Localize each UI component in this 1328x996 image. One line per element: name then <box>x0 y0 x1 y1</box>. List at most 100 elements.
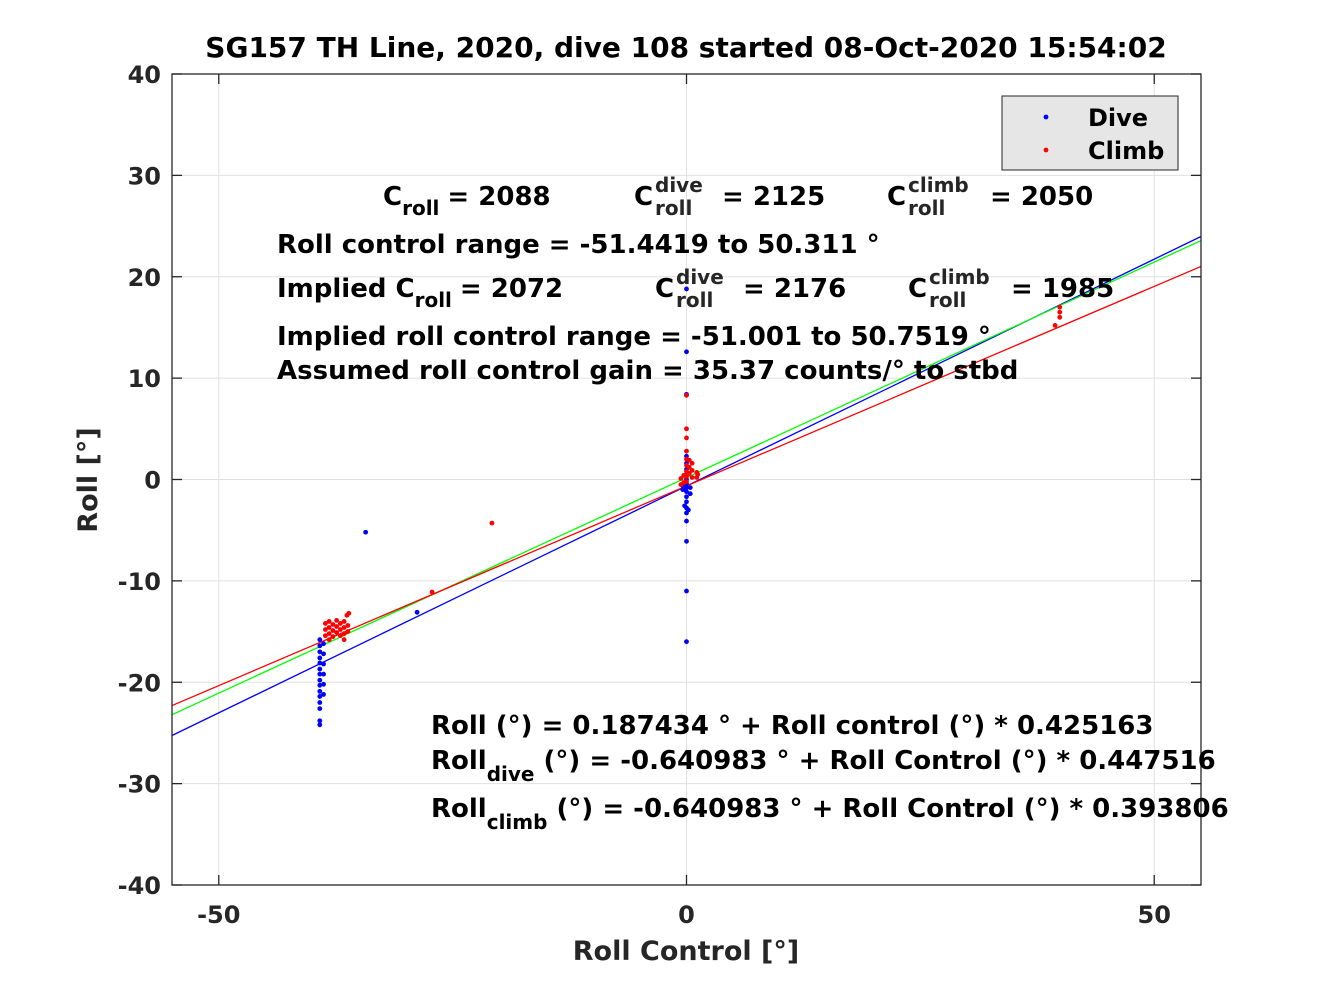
roll-control-range-text: Roll control range = -51.4419 to 50.311 … <box>277 230 880 260</box>
data-point-dive <box>317 722 323 728</box>
x-tick-label: -50 <box>197 901 240 929</box>
data-point-climb <box>337 627 343 632</box>
data-point-dive <box>682 503 688 509</box>
x-tick-label: 50 <box>1138 901 1171 929</box>
data-point-climb <box>326 625 332 630</box>
data-point-climb <box>681 473 687 478</box>
data-point-climb <box>345 623 351 628</box>
c-roll-climb-value: = 2050 <box>990 182 1093 212</box>
implied-climb-text: C <box>908 274 927 304</box>
data-point-dive <box>317 637 323 643</box>
data-point-climb <box>1052 323 1058 328</box>
legend-marker-dive <box>1043 114 1049 120</box>
y-tick-label: 0 <box>144 467 161 495</box>
data-point-climb <box>689 460 695 466</box>
data-point-dive <box>317 649 323 655</box>
data-point-dive <box>321 692 326 697</box>
data-point-dive <box>317 666 323 672</box>
data-point-dive <box>684 286 689 292</box>
data-point-dive <box>321 671 326 677</box>
data-point-climb <box>334 618 340 623</box>
implied-climb-sub: roll <box>929 288 966 312</box>
data-point-dive <box>684 538 689 544</box>
data-point-climb <box>323 627 328 632</box>
data-point-dive <box>684 494 689 500</box>
data-point-climb <box>684 435 689 441</box>
data-point-climb <box>341 637 347 643</box>
data-point-climb <box>341 619 347 624</box>
data-point-dive <box>317 655 323 661</box>
legend-marker-climb <box>1043 147 1049 153</box>
y-axis-label: Roll [°] <box>73 427 104 532</box>
data-point-climb <box>678 476 684 481</box>
data-point-climb <box>1057 314 1063 320</box>
implied-climb-value: = 1985 <box>1011 274 1114 304</box>
data-points <box>317 286 1063 728</box>
data-point-climb <box>341 631 347 636</box>
data-point-dive <box>317 660 323 666</box>
x-axis-label: Roll Control [°] <box>573 936 799 967</box>
legend-label-dive: Dive <box>1088 104 1148 132</box>
data-point-dive <box>317 682 323 688</box>
y-tick-label: 30 <box>128 162 161 190</box>
data-point-dive <box>317 688 323 694</box>
c-roll-annotation: Croll = 2088 C dive roll = 2125 C climb r… <box>383 173 1093 220</box>
data-point-climb <box>334 630 340 635</box>
y-tick-label: -30 <box>118 771 161 799</box>
data-point-dive <box>317 718 323 724</box>
x-tick-label: 0 <box>678 901 695 929</box>
implied-dive-sub: roll <box>676 288 713 312</box>
data-point-climb <box>684 426 689 432</box>
data-point-dive <box>684 489 689 495</box>
data-point-dive <box>321 651 326 657</box>
y-tick-label: 20 <box>128 264 161 292</box>
data-point-dive <box>684 499 689 505</box>
data-point-dive <box>414 609 420 615</box>
data-point-climb <box>489 520 495 526</box>
data-point-climb <box>330 634 336 640</box>
legend: Dive Climb <box>1001 95 1179 171</box>
implied-climb-sup: climb <box>929 265 990 289</box>
data-point-climb <box>689 467 695 473</box>
legend-label-climb: Climb <box>1088 137 1164 165</box>
implied-dive-value: = 2176 <box>743 274 846 304</box>
equation-combined: Roll (°) = 0.187434 ° + Roll control (°)… <box>431 711 1153 741</box>
c-roll-dive-sup: dive <box>655 173 703 197</box>
data-point-climb <box>337 621 343 626</box>
data-point-climb <box>686 464 692 470</box>
data-point-climb <box>326 631 332 636</box>
data-point-climb <box>686 471 692 476</box>
data-point-climb <box>686 457 692 463</box>
c-roll-dive-sub: roll <box>655 196 692 220</box>
y-tick-label: -10 <box>118 568 161 596</box>
data-point-dive <box>317 643 323 649</box>
implied-dive-text: C <box>655 274 674 304</box>
data-point-dive <box>321 681 326 687</box>
c-roll-text: Croll = 2088 <box>383 182 551 220</box>
data-point-climb <box>323 621 328 626</box>
data-point-dive <box>321 661 326 667</box>
data-point-dive <box>684 639 689 645</box>
data-point-dive <box>317 677 323 683</box>
implied-dive-sup: dive <box>676 265 724 289</box>
data-point-climb <box>1057 309 1063 315</box>
y-tick-label: 10 <box>128 365 161 393</box>
data-point-dive <box>687 491 693 497</box>
data-point-climb <box>684 448 689 454</box>
c-roll-climb-sub: roll <box>908 196 945 220</box>
data-point-climb <box>1057 304 1063 310</box>
data-point-dive <box>317 671 323 677</box>
equation-dive: Rolldive (°) = -0.640983 ° + Roll Contro… <box>431 746 1216 786</box>
y-tick-label: 40 <box>128 61 161 89</box>
data-point-climb <box>678 482 684 487</box>
data-point-climb <box>695 472 701 477</box>
data-point-dive <box>317 694 323 699</box>
c-roll-climb-text: C <box>887 182 906 212</box>
data-point-dive <box>680 487 686 493</box>
data-point-climb <box>429 589 435 595</box>
data-point-climb <box>334 624 340 629</box>
data-point-dive <box>321 641 326 647</box>
axis-ticks: -50 0 50 -40 -30 -20 -10 0 10 20 30 40 <box>118 61 1201 929</box>
data-point-climb <box>341 625 347 630</box>
